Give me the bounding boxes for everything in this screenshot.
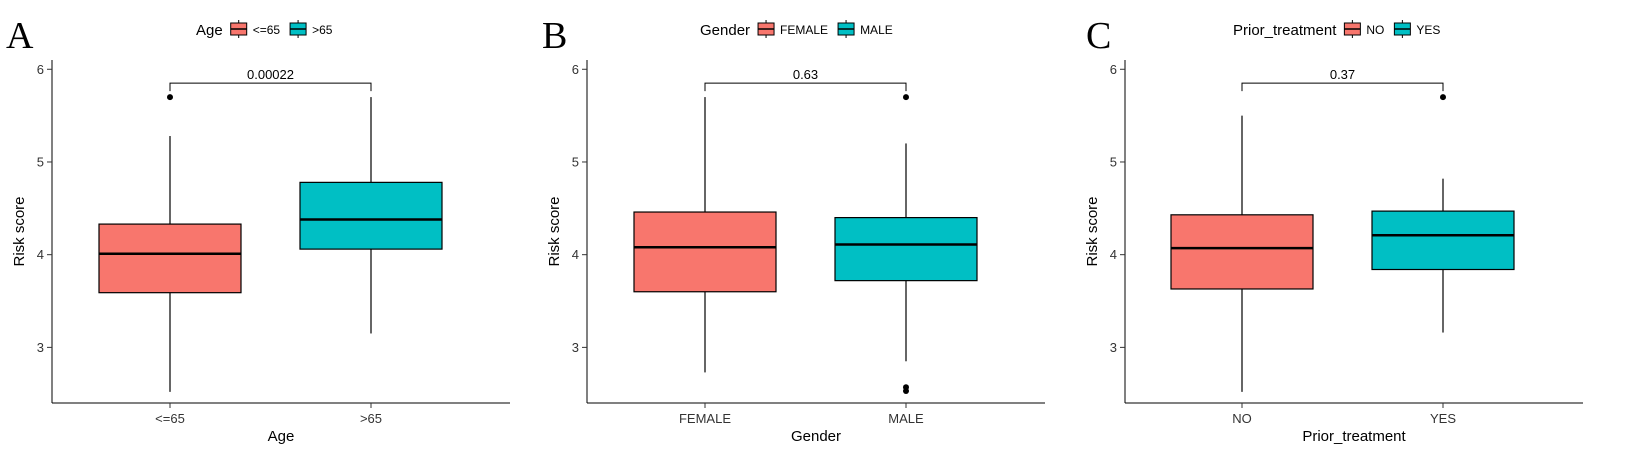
legend: Age <=65 >65 xyxy=(196,20,333,39)
y-tick-label: 5 xyxy=(37,154,44,169)
box-0 xyxy=(1170,115,1314,392)
y-axis-title: Risk score xyxy=(1084,196,1101,266)
outlier-point xyxy=(903,94,909,101)
legend-title: Gender xyxy=(700,22,750,39)
comparison-bracket xyxy=(169,82,372,92)
legend-entry-label: NO xyxy=(1366,23,1384,37)
p-value-label: 0.63 xyxy=(793,67,818,82)
box-1 xyxy=(299,97,443,334)
legend-key-1 xyxy=(289,20,307,38)
y-tick-label: 5 xyxy=(572,154,579,169)
box-0 xyxy=(98,94,242,392)
box-body xyxy=(1371,210,1515,271)
legend-key-0 xyxy=(1343,20,1361,38)
y-tick-label: 4 xyxy=(37,247,44,262)
box-body xyxy=(834,216,978,282)
y-tick-label: 3 xyxy=(37,340,44,355)
panel-b: B Gender FEMALE MALE 3 4 5 6 FEMALE MALE Gender Ris… xyxy=(542,15,1045,445)
legend-title: Prior_treatment xyxy=(1233,22,1337,39)
box-body xyxy=(299,181,443,250)
comparison-bracket xyxy=(704,82,907,92)
box-0 xyxy=(633,97,777,373)
legend-entry-label: >65 xyxy=(312,23,333,37)
y-tick-label: 4 xyxy=(1110,247,1117,262)
x-tick-label: NO xyxy=(1232,411,1252,426)
legend-entry-label: FEMALE xyxy=(780,23,828,37)
y-axis-title: Risk score xyxy=(11,196,28,266)
box-body xyxy=(633,211,777,293)
box-body xyxy=(1170,214,1314,290)
legend: Prior_treatment NO YES xyxy=(1233,20,1440,39)
panel-letter: C xyxy=(1086,15,1111,57)
legend-entry-label: YES xyxy=(1416,23,1440,37)
legend-key-0 xyxy=(230,20,248,38)
y-tick-label: 3 xyxy=(1110,340,1117,355)
x-tick-label: MALE xyxy=(888,411,924,426)
outlier-point xyxy=(1440,94,1446,101)
y-tick-label: 5 xyxy=(1110,154,1117,169)
comparison-bracket xyxy=(1241,82,1444,92)
legend-key-1 xyxy=(837,20,855,38)
panel-letter: A xyxy=(6,15,34,57)
x-tick-label: FEMALE xyxy=(679,411,731,426)
panel-letter: B xyxy=(542,15,567,57)
legend-title: Age xyxy=(196,22,223,39)
legend-key-1 xyxy=(1393,20,1411,38)
x-tick-label: <=65 xyxy=(155,411,185,426)
p-value-label: 0.00022 xyxy=(247,67,294,82)
panel-a: A Age <=65 >65 3 4 5 6 <=65 >65 Age Risk score 0.000… xyxy=(6,15,510,445)
x-axis-title: Gender xyxy=(791,428,841,445)
x-tick-label: YES xyxy=(1430,411,1456,426)
legend: Gender FEMALE MALE xyxy=(700,20,893,39)
outlier-point xyxy=(903,384,909,391)
y-axis-title: Risk score xyxy=(546,196,563,266)
box-1 xyxy=(1371,94,1515,333)
y-tick-label: 6 xyxy=(1110,62,1117,77)
y-tick-label: 4 xyxy=(572,247,579,262)
outlier-point xyxy=(167,94,173,101)
legend-entry-label: MALE xyxy=(860,23,893,37)
legend-entry-label: <=65 xyxy=(253,23,281,37)
box-body xyxy=(98,223,242,294)
x-axis-title: Prior_treatment xyxy=(1302,428,1406,445)
y-tick-label: 6 xyxy=(37,62,44,77)
p-value-label: 0.37 xyxy=(1330,67,1355,82)
y-tick-label: 3 xyxy=(572,340,579,355)
x-tick-label: >65 xyxy=(360,411,382,426)
x-axis-title: Age xyxy=(268,428,295,445)
box-1 xyxy=(834,94,978,394)
legend-key-0 xyxy=(757,20,775,38)
y-tick-label: 6 xyxy=(572,62,579,77)
